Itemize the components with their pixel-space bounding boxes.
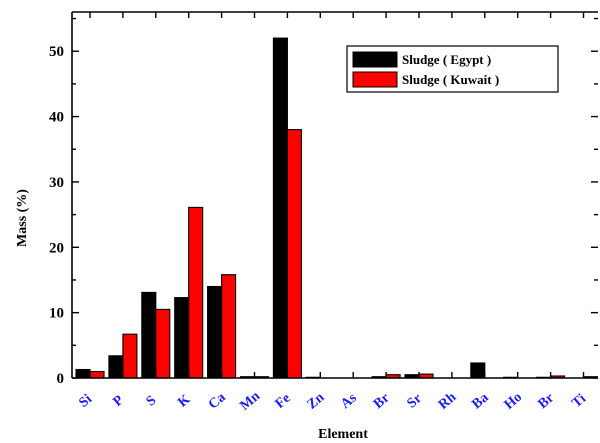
- bars-group: [75, 37, 599, 379]
- x-axis-title: Element: [318, 427, 368, 442]
- y-tick-label: 30: [49, 175, 64, 191]
- bar-kuwait-s-2: [155, 308, 171, 379]
- bar-kuwait-k-3: [188, 206, 204, 379]
- y-tick-label: 50: [49, 44, 64, 60]
- x-tick-label-as-8: As: [338, 390, 360, 412]
- bar-kuwait-ca-4: [221, 274, 237, 379]
- y-tick-label: 0: [57, 371, 65, 387]
- x-tick-label-ba-12: Ba: [469, 390, 491, 412]
- bar-kuwait-fe-6: [286, 129, 302, 379]
- y-ticks-group: 0 10 20 30 40 50: [49, 17, 598, 387]
- axes-group: [71, 11, 598, 379]
- x-tick-label-fe-6: Fe: [273, 391, 294, 412]
- x-tick-label-ho-13: Ho: [502, 390, 525, 413]
- legend-label-kuwait: Sludge ( Kuwait ): [402, 72, 499, 87]
- y-tick-label: 10: [49, 306, 64, 322]
- legend: Sludge ( Egypt ) Sludge ( Kuwait ): [346, 45, 559, 93]
- x-tick-label-ti-15: Ti: [569, 391, 589, 411]
- y-axis-title: Mass (%): [15, 189, 30, 247]
- x-tick-label-si-0: Si: [76, 392, 95, 411]
- bar-egypt-si-0: [75, 368, 91, 379]
- bar-egypt-fe-6: [272, 37, 288, 379]
- x-tick-label-p-1: P: [111, 393, 128, 410]
- legend-swatch-egypt: [352, 51, 398, 68]
- bar-kuwait-p-1: [122, 333, 138, 379]
- x-tick-label-br-9: Br: [371, 391, 393, 412]
- x-tick-label-k-3: K: [175, 392, 193, 411]
- x-tick-label-sr-10: Sr: [405, 391, 425, 411]
- bar-egypt-s-2: [141, 291, 157, 379]
- legend-swatch-kuwait: [352, 71, 398, 88]
- x-tick-label-zn-7: Zn: [305, 390, 328, 413]
- x-ticks-group: Si P S K Ca Mn Fe Zn As Br Sr Rh Ba Ho Br Ti: [76, 12, 589, 414]
- x-tick-label-rh-11: Rh: [436, 390, 460, 413]
- x-tick-label-br-14: Br: [536, 391, 558, 412]
- y-tick-label: 40: [49, 110, 64, 126]
- x-tick-label-s-2: S: [144, 393, 160, 410]
- bar-egypt-k-3: [174, 297, 190, 379]
- bar-egypt-p-1: [108, 355, 124, 379]
- bar-egypt-ca-4: [207, 285, 223, 379]
- legend-label-egypt: Sludge ( Egypt ): [402, 52, 491, 67]
- x-tick-label-mn-5: Mn: [237, 389, 263, 414]
- x-tick-label-ca-4: Ca: [206, 390, 229, 412]
- y-tick-label: 20: [49, 240, 64, 256]
- bar-kuwait-si-0: [89, 370, 105, 379]
- bar-egypt-ba-12: [470, 362, 486, 379]
